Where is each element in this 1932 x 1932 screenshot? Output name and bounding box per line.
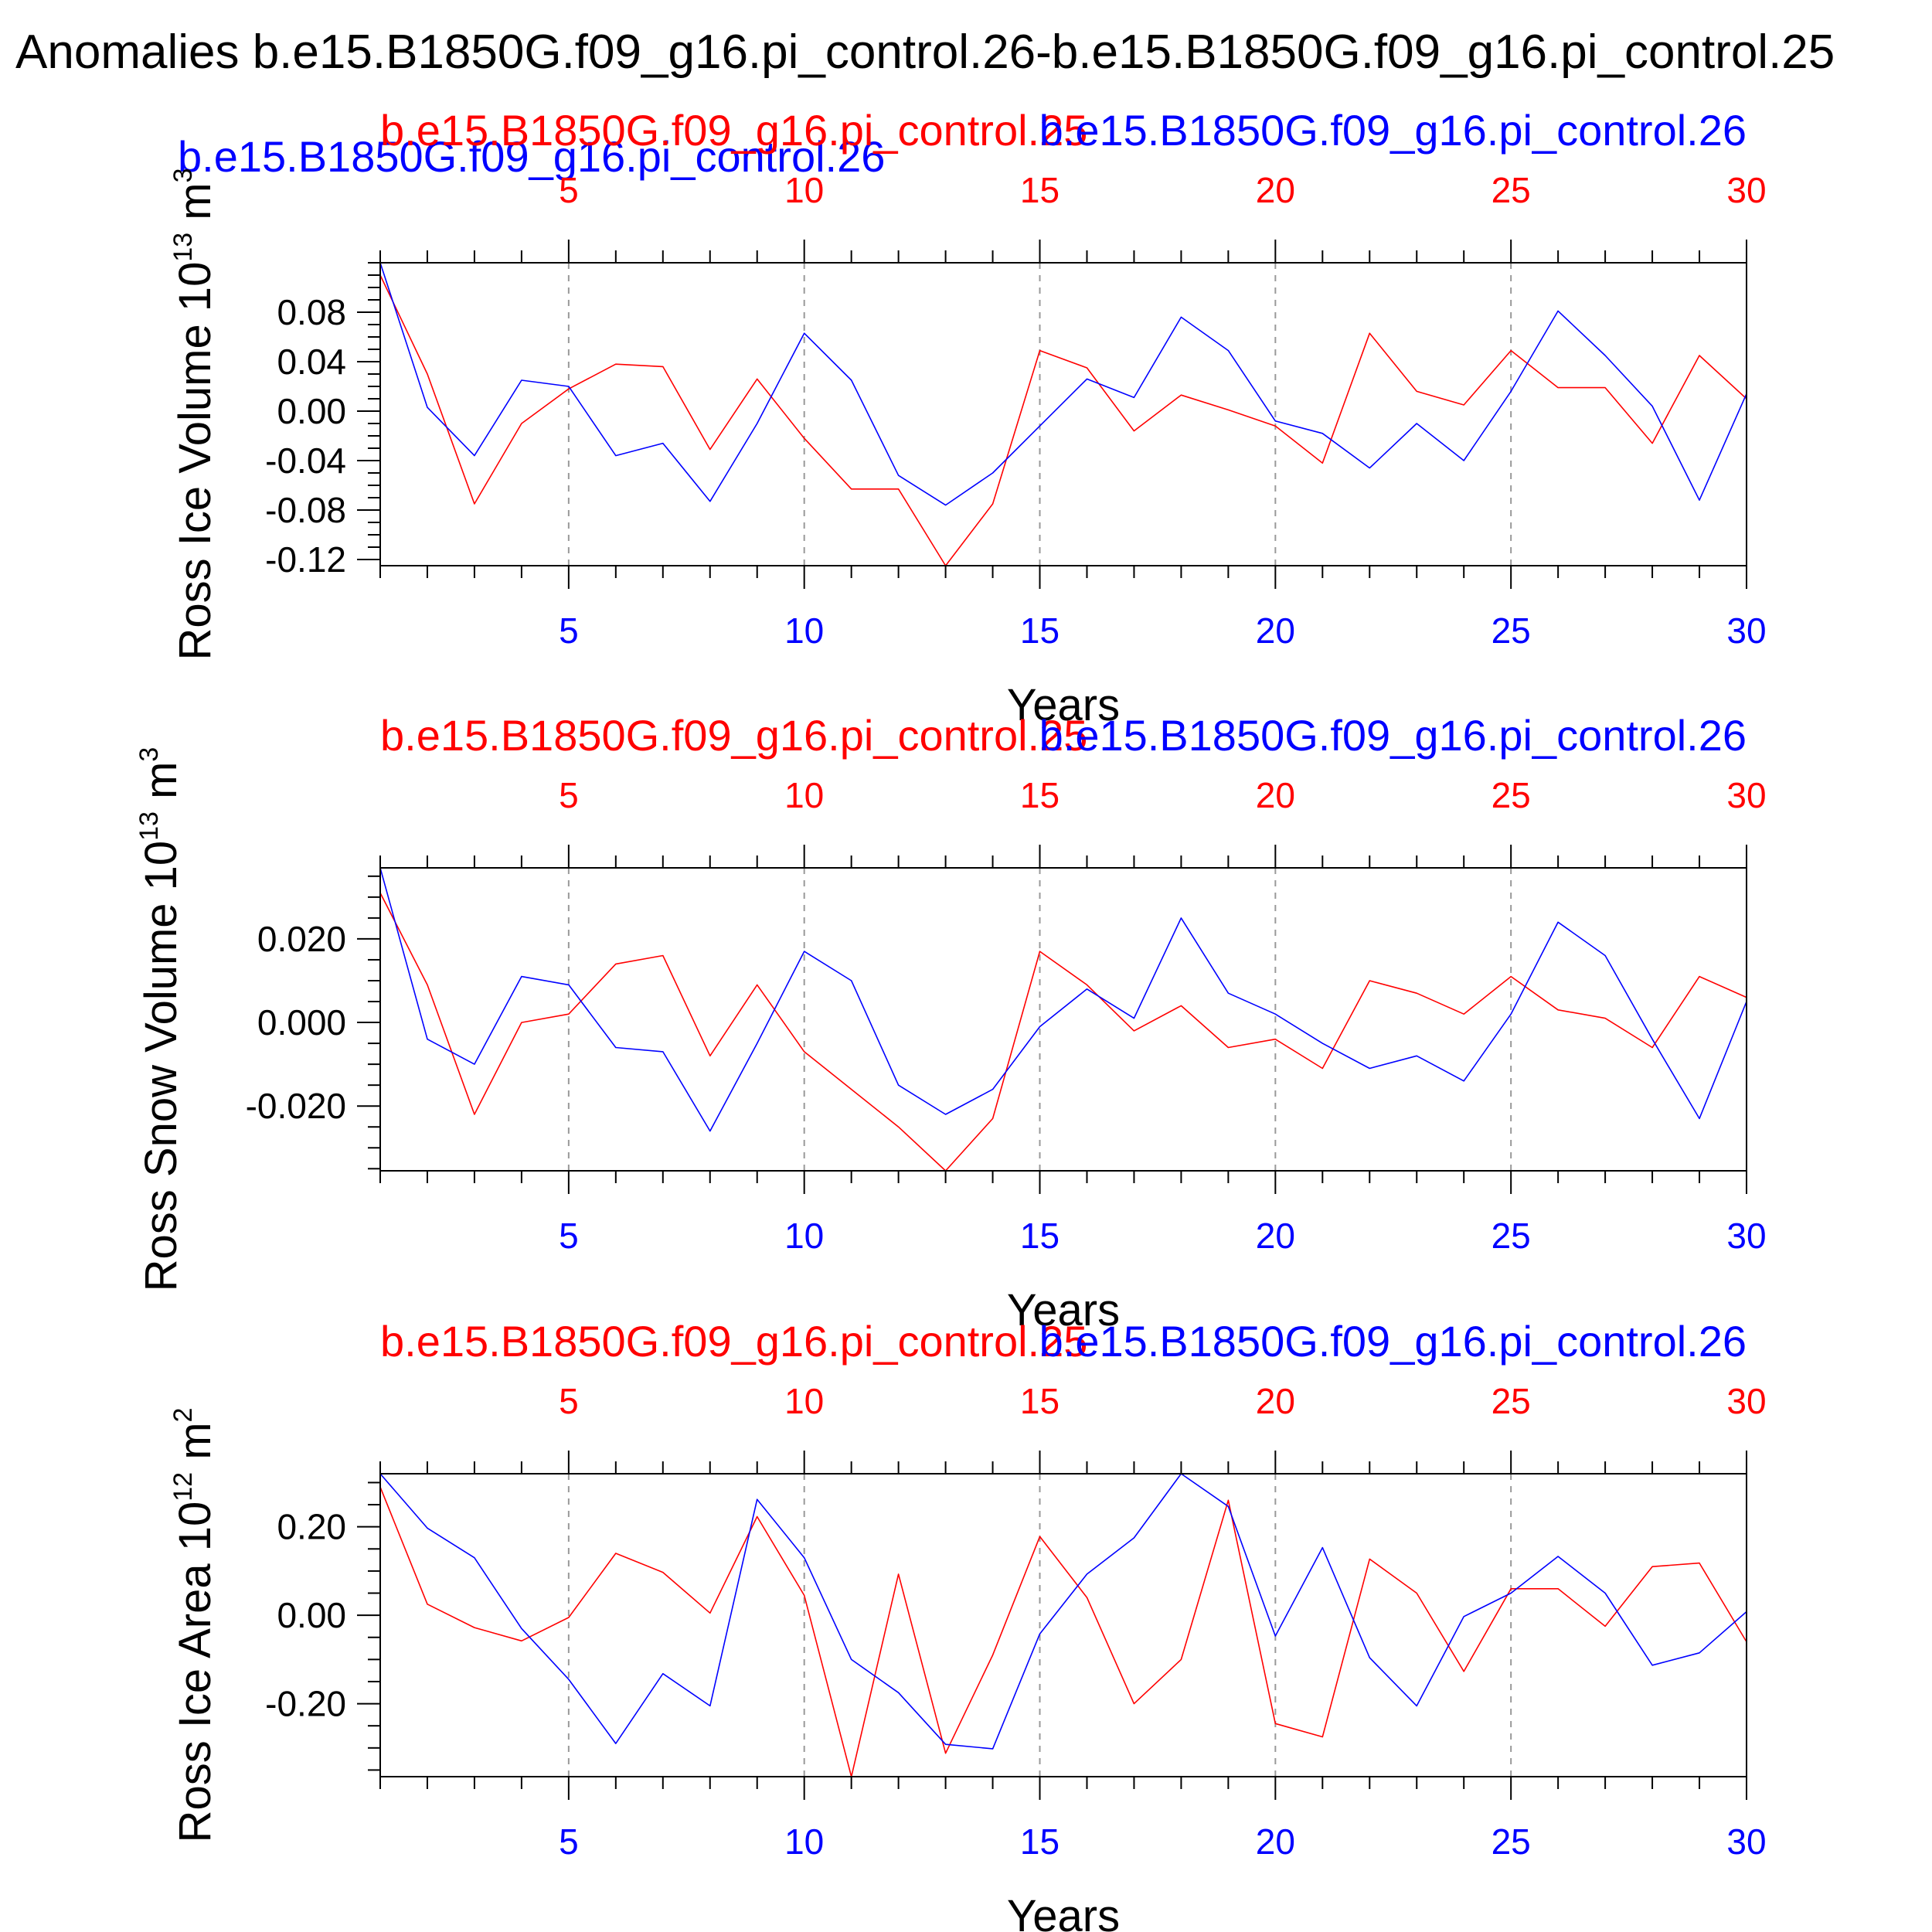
x-tick-label-top: 5	[559, 170, 579, 210]
x-tick-label-top: 5	[559, 1381, 579, 1421]
x-tick-label-top: 20	[1256, 1381, 1295, 1421]
series-group	[379, 867, 1747, 1172]
x-tick-label-top: 15	[1020, 1381, 1060, 1421]
x-tick-label-top: 30	[1726, 775, 1766, 815]
x-axis-label: Years	[1007, 1891, 1120, 1932]
plot-frame	[379, 262, 1747, 566]
series-line-control-25	[379, 893, 1747, 1172]
x-tick-label-top: 25	[1492, 170, 1531, 210]
y-tick-label: 0.000	[257, 1002, 346, 1043]
plot-frame	[379, 1473, 1747, 1777]
x-tick-label-bottom: 15	[1020, 611, 1060, 651]
series-line-control-26	[379, 262, 1747, 506]
figure-title: Anomalies b.e15.B1850G.f09_g16.pi_contro…	[15, 26, 1835, 79]
y-axis-label: Ross Snow Volume 1013 m3	[134, 747, 186, 1292]
x-axis-label: Years	[1007, 680, 1120, 730]
y-tick-label: 0.00	[277, 391, 346, 431]
x-tick-label-top: 5	[559, 775, 579, 815]
chart-panel-1: 5 5 10 10 15 15 20 20 25 25 30 30 -0.12 -0.08 -0.04 0.0…	[168, 106, 1767, 730]
chart-panel-3: 5 5 10 10 15 15 20 20 25 25 30 30 -0.20 0.00 0.20 b.e15…	[168, 1317, 1767, 1932]
x-tick-label-top: 20	[1256, 775, 1295, 815]
series-group	[379, 262, 1747, 566]
x-tick-label-top: 10	[784, 170, 824, 210]
y-tick-label: 0.08	[277, 292, 346, 332]
x-tick-label-bottom: 25	[1492, 1216, 1531, 1256]
y-tick-label: -0.08	[265, 490, 346, 530]
y-tick-label: -0.20	[265, 1684, 346, 1724]
series-line-control-25	[379, 274, 1747, 566]
y-tick-label: -0.12	[265, 539, 346, 580]
series-name-label-control-25: b.e15.B1850G.f09_g16.pi_control.25	[380, 711, 1087, 760]
x-axis-label: Years	[1007, 1285, 1120, 1335]
y-tick-label: 0.20	[277, 1507, 346, 1547]
x-tick-label-top: 10	[784, 1381, 824, 1421]
x-tick-label-bottom: 30	[1726, 1821, 1766, 1862]
x-tick-label-bottom: 30	[1726, 1216, 1766, 1256]
x-tick-label-bottom: 5	[559, 611, 579, 651]
chart-panel-2: 5 5 10 10 15 15 20 20 25 25 30 30 -0.020 0.000 0.020 b.…	[134, 711, 1767, 1335]
x-tick-label-bottom: 25	[1492, 1821, 1531, 1862]
x-tick-label-bottom: 30	[1726, 611, 1766, 651]
x-tick-label-top: 10	[784, 775, 824, 815]
x-tick-label-top: 25	[1492, 775, 1531, 815]
y-tick-label: -0.020	[246, 1086, 346, 1126]
x-tick-label-top: 15	[1020, 170, 1060, 210]
series-line-control-26	[379, 867, 1747, 1132]
x-tick-label-bottom: 20	[1256, 611, 1295, 651]
x-tick-label-bottom: 10	[784, 611, 824, 651]
y-axis-label: Ross Ice Volume 1013 m3	[168, 168, 220, 660]
x-tick-label-top: 30	[1726, 170, 1766, 210]
stray-legend-label: b.e15.B1850G.f09_g16.pi_control.26	[178, 132, 885, 181]
x-tick-label-bottom: 15	[1020, 1216, 1060, 1256]
series-group	[379, 1473, 1747, 1777]
series-line-control-26	[379, 1473, 1747, 1750]
x-tick-label-bottom: 25	[1492, 611, 1531, 651]
x-tick-label-top: 20	[1256, 170, 1295, 210]
series-name-label-control-26: b.e15.B1850G.f09_g16.pi_control.26	[1039, 711, 1747, 760]
y-tick-label: -0.04	[265, 440, 346, 481]
y-tick-label: 0.04	[277, 342, 346, 382]
x-tick-label-bottom: 20	[1256, 1821, 1295, 1862]
x-tick-label-bottom: 10	[784, 1216, 824, 1256]
y-axis-label: Ross Ice Area 1012 m2	[168, 1408, 220, 1843]
plot-frame	[379, 867, 1747, 1172]
series-name-label-control-26: b.e15.B1850G.f09_g16.pi_control.26	[1039, 1317, 1747, 1366]
x-tick-label-top: 30	[1726, 1381, 1766, 1421]
panels: 5 5 10 10 15 15 20 20 25 25 30 30 -0.12 -0.08 -0.04 0.0…	[134, 106, 1767, 1932]
x-tick-label-bottom: 5	[559, 1216, 579, 1256]
x-tick-label-top: 15	[1020, 775, 1060, 815]
x-tick-label-bottom: 20	[1256, 1216, 1295, 1256]
series-line-control-25	[379, 1486, 1747, 1777]
series-name-label-control-25: b.e15.B1850G.f09_g16.pi_control.25	[380, 106, 1087, 155]
series-name-label-control-26: b.e15.B1850G.f09_g16.pi_control.26	[1039, 106, 1747, 155]
x-tick-label-bottom: 5	[559, 1821, 579, 1862]
x-tick-label-bottom: 15	[1020, 1821, 1060, 1862]
y-tick-label: 0.00	[277, 1595, 346, 1635]
y-tick-label: 0.020	[257, 919, 346, 959]
series-name-label-control-25: b.e15.B1850G.f09_g16.pi_control.25	[380, 1317, 1087, 1366]
x-tick-label-bottom: 10	[784, 1821, 824, 1862]
x-tick-label-top: 25	[1492, 1381, 1531, 1421]
